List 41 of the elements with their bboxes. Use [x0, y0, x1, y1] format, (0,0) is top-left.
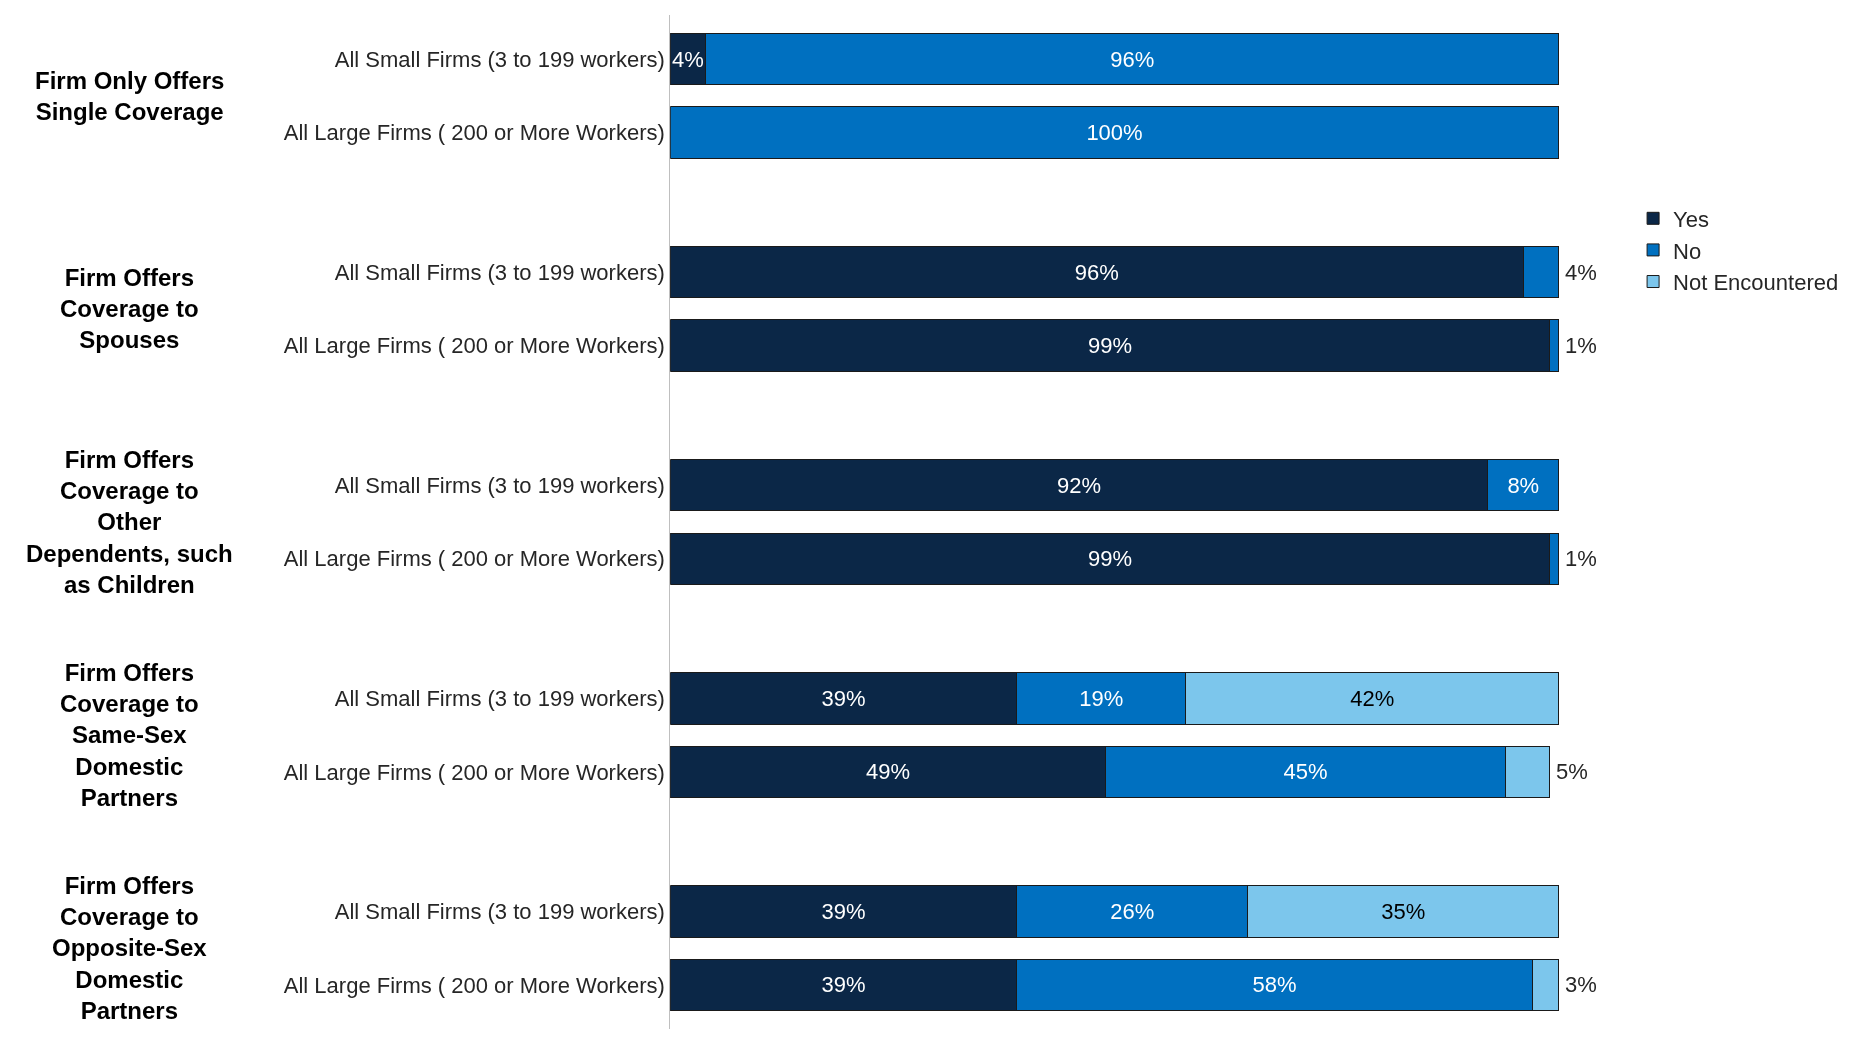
y-tick-label: All Large Firms ( 200 or More Workers) — [283, 120, 665, 146]
data-label: 96% — [1074, 259, 1119, 285]
data-label: 49% — [865, 759, 910, 785]
data-label: 8% — [1507, 472, 1540, 498]
data-label: 4% — [672, 46, 704, 72]
data-label: 26% — [1110, 898, 1155, 924]
data-label: 4% — [1565, 260, 1597, 285]
text: Firm Offers Coverage to Opposite-Sex Domestic Partners — [52, 872, 208, 1024]
y-tick-label: All Small Firms (3 to 199 workers) — [334, 259, 665, 285]
y-tick-label: All Small Firms (3 to 199 workers) — [334, 46, 665, 72]
legend-label: Not Encountered — [1673, 270, 1839, 296]
data-label: 99% — [1088, 333, 1133, 359]
y-tick-label: All Large Firms ( 200 or More Workers) — [283, 759, 665, 785]
data-label: 39% — [821, 972, 866, 998]
data-label: 3% — [1565, 972, 1597, 997]
legend-label: Yes — [1673, 206, 1709, 232]
y-tick-label: All Small Firms (3 to 199 workers) — [334, 899, 665, 925]
legend-label: No — [1673, 238, 1702, 264]
data-label: 19% — [1079, 685, 1124, 711]
data-label: 96% — [1110, 46, 1155, 72]
data-label: 5% — [1556, 759, 1588, 784]
text: Firm Offers Coverage to Spouses — [60, 264, 199, 354]
data-label: 45% — [1283, 759, 1328, 785]
data-label: 42% — [1350, 685, 1395, 711]
data-label: 1% — [1565, 546, 1597, 571]
text: Firm Only Offers Single Coverage — [35, 67, 225, 126]
y-tick-label: All Small Firms (3 to 199 workers) — [334, 686, 665, 712]
data-label: 99% — [1088, 546, 1133, 572]
data-label: 100% — [1086, 120, 1143, 146]
data-label: 39% — [821, 898, 866, 924]
y-tick-label: All Large Firms ( 200 or More Workers) — [283, 546, 665, 572]
data-label: 39% — [821, 685, 866, 711]
data-label: 35% — [1381, 898, 1426, 924]
data-label: 92% — [1056, 472, 1102, 498]
text: Firm Offers Coverage to Same-Sex Domestic Partners — [60, 659, 199, 811]
text: Firm Offers Coverage to Other Dependents, such as Children — [26, 446, 233, 598]
data-label: 1% — [1565, 333, 1597, 358]
y-tick-label: All Large Firms ( 200 or More Workers) — [283, 972, 665, 998]
y-tick-label: All Large Firms ( 200 or More Workers) — [283, 333, 665, 359]
y-tick-label: All Small Firms (3 to 199 workers) — [334, 472, 665, 498]
data-label: 58% — [1252, 972, 1297, 998]
